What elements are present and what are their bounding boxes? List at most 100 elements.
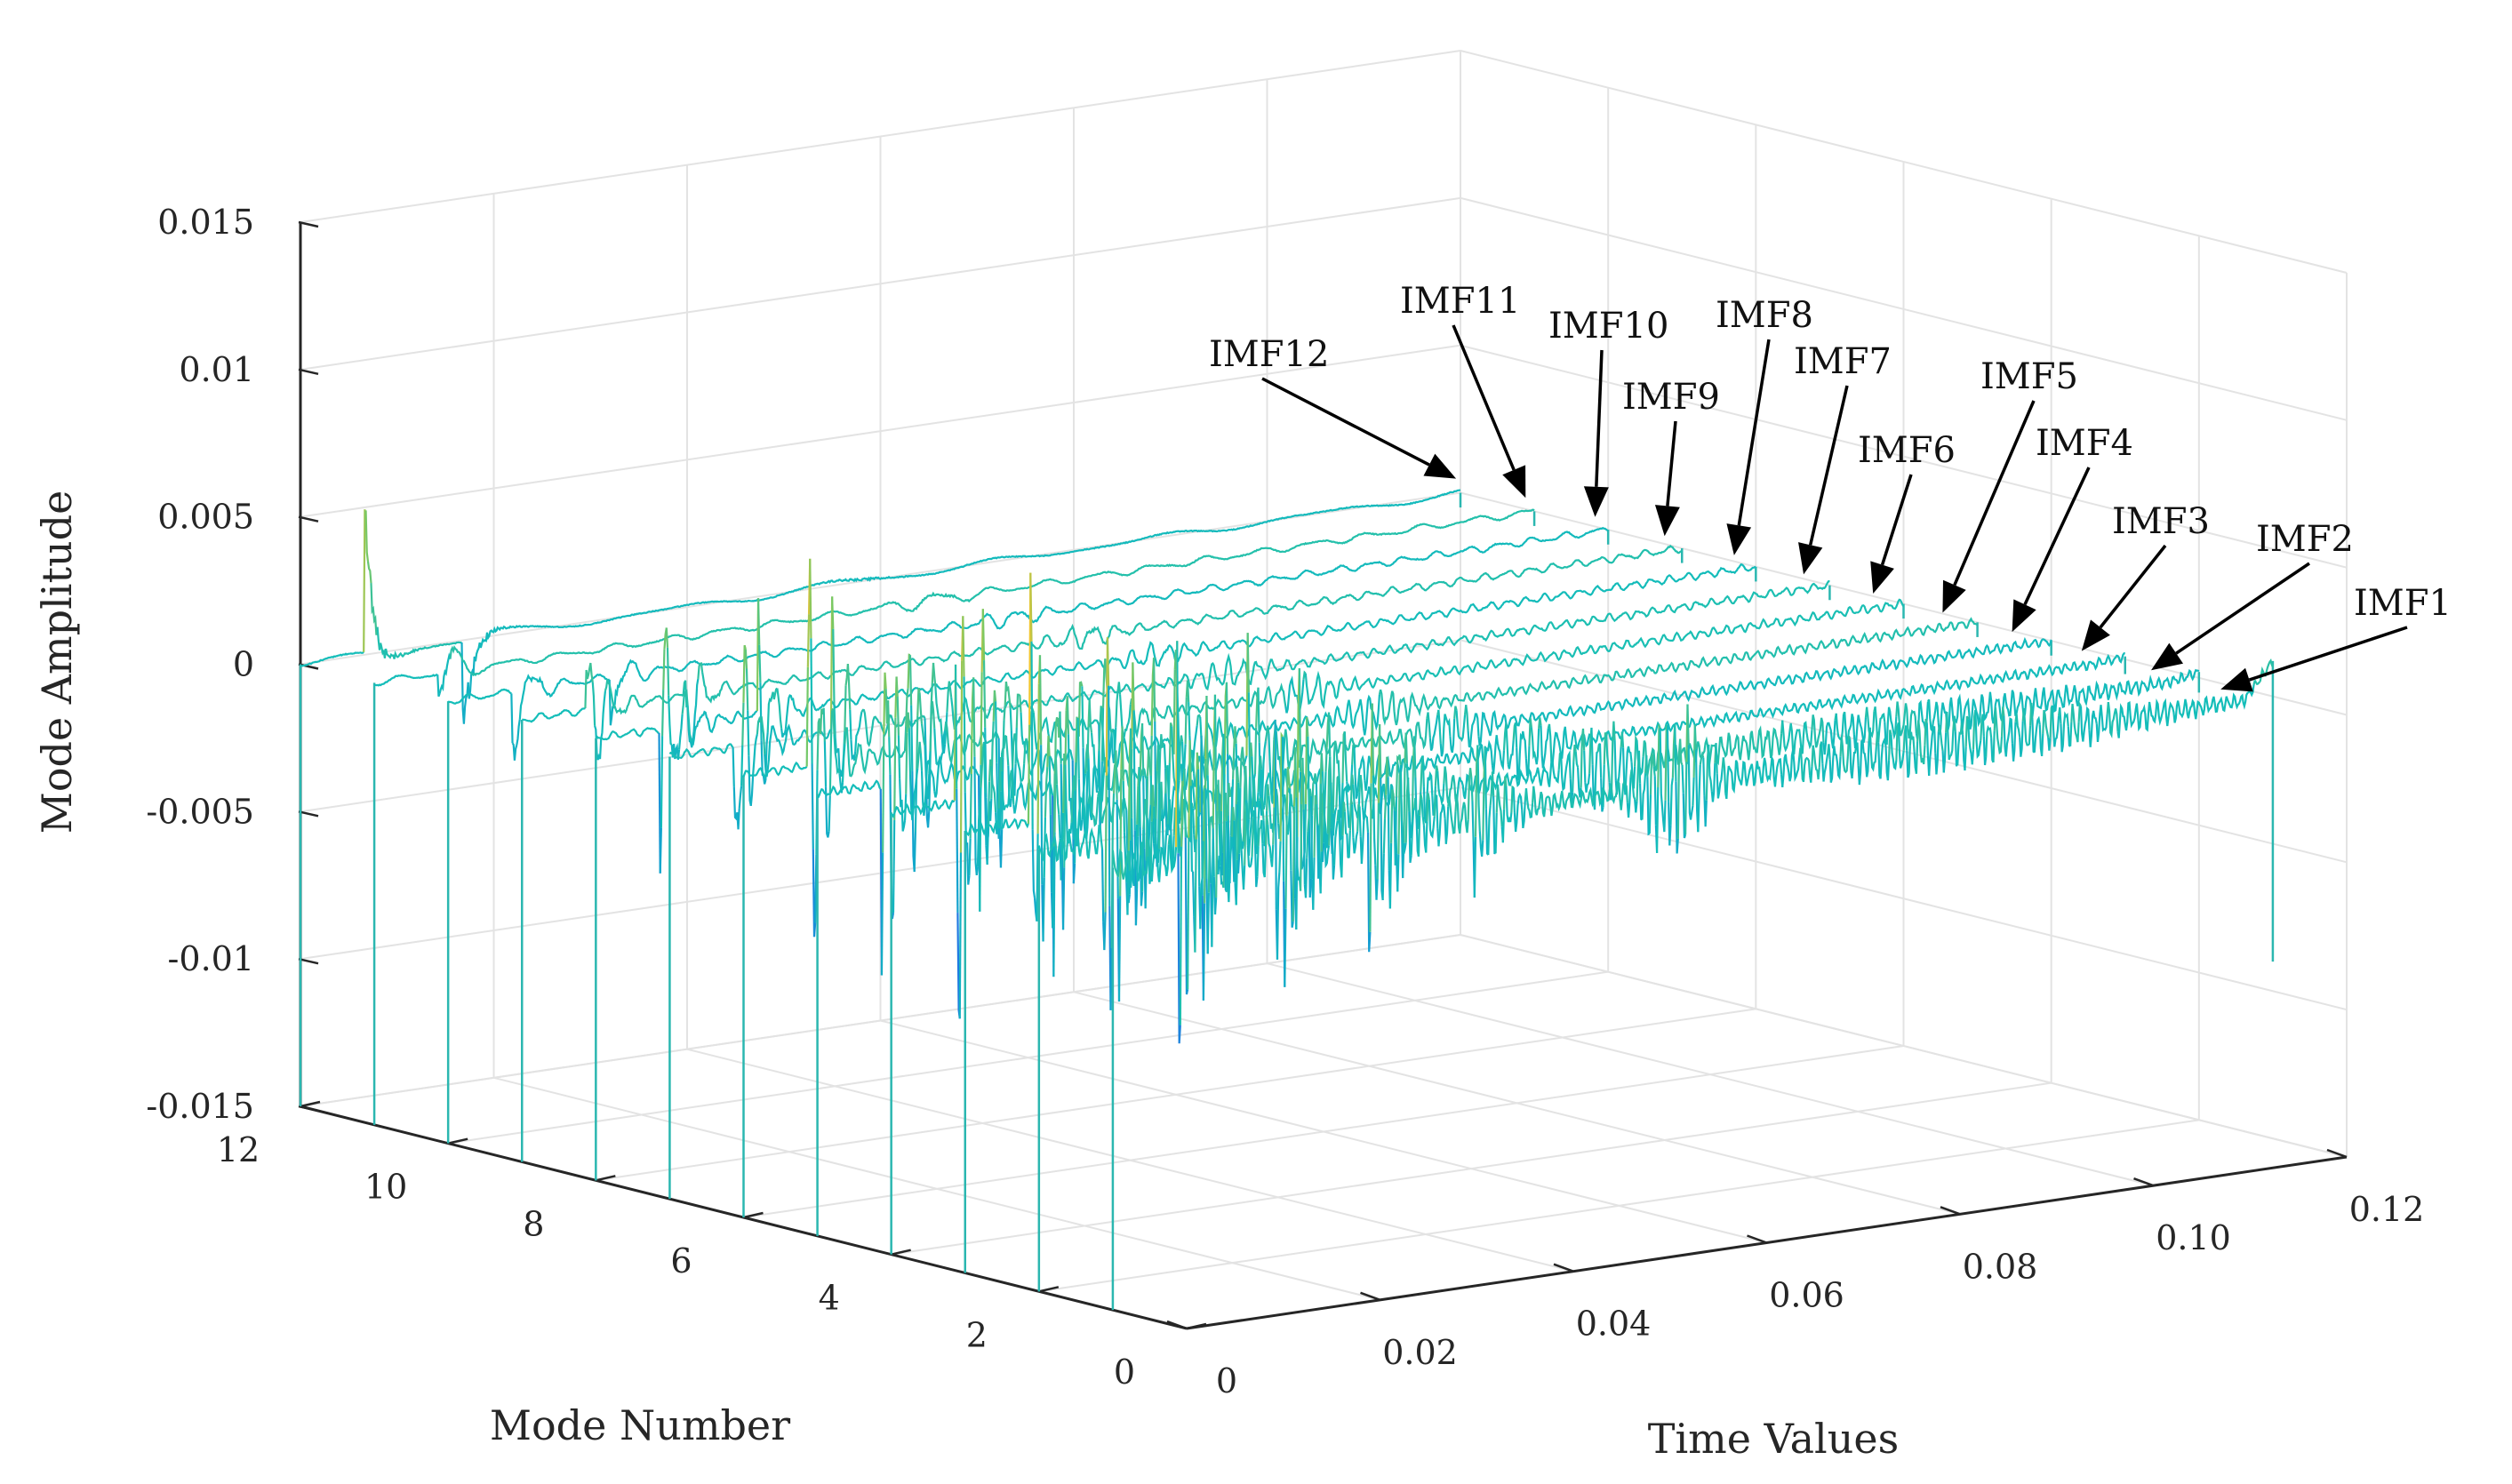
series-trace-segment (1108, 685, 1111, 906)
series-trace-segment (1348, 800, 1354, 831)
series-trace-segment (1675, 781, 1679, 854)
series-trace-segment (929, 701, 936, 752)
series-trace-segment (1061, 754, 1066, 813)
series-trace-segment (1052, 773, 1056, 847)
series-trace-segment (1168, 799, 1172, 826)
imf-label: IMF7 (1794, 341, 1892, 382)
arrow-shaft (2248, 626, 2408, 682)
series-trace-segment (1828, 759, 1832, 783)
time-tick-mark (1166, 1320, 1188, 1330)
series-trace-segment (1036, 683, 1040, 834)
series-trace-segment (1468, 713, 1480, 747)
arrow-head (1942, 579, 1966, 613)
series-trace-segment (1985, 724, 1993, 758)
series-trace-segment (1354, 777, 1359, 799)
series-trace-segment (1172, 835, 1175, 868)
series-trace-segment (862, 708, 926, 747)
series-trace-segment (601, 690, 607, 733)
series-trace-segment (1512, 787, 1516, 813)
series-trace-segment (1583, 750, 1587, 783)
series-trace-segment (963, 676, 966, 793)
series-trace-segment (892, 820, 896, 914)
series-trace-segment (1356, 754, 1366, 794)
series-trace-segment (1455, 710, 1467, 743)
series-trace-segment (973, 756, 980, 876)
series-trace-segment (1199, 716, 1203, 738)
series-trace-segment (1260, 819, 1264, 844)
series-trace-segment (1304, 858, 1308, 898)
series-trace-segment (990, 765, 997, 813)
series-trace-segment (1194, 748, 1248, 787)
series-trace-segment (2053, 715, 2060, 747)
series-trace-segment (1150, 849, 1160, 882)
series-trace-segment (1634, 734, 1638, 767)
series-trace-segment (998, 791, 1003, 829)
z-tick-label: -0.01 (168, 939, 254, 978)
series-trace-segment (366, 561, 372, 584)
series-trace-segment (883, 672, 887, 735)
annotation-imf7: IMF7 (1794, 341, 1892, 575)
series-trace-segment (1366, 832, 1372, 953)
series-trace-segment (1129, 728, 1133, 818)
time-tick-label: 0.10 (2156, 1218, 2231, 1257)
mode-tick-label: 6 (670, 1241, 692, 1281)
series-trace-segment (1559, 750, 1572, 792)
tick-labels: -0.015 -0.01 -0.005 0 0.005 0.01 0.015 0 2 4 6 8 10 1… (146, 203, 2424, 1400)
series-trace-segment (1067, 734, 1072, 802)
imf-label: IMF12 (1209, 334, 1329, 375)
series-trace-segment (1225, 682, 1229, 754)
floor-grid-line (743, 1045, 1904, 1218)
series-trace-segment (1011, 733, 1017, 769)
series-trace-segment (1181, 741, 1185, 773)
series-trace-segment (613, 526, 1609, 706)
series-trace-segment (1935, 731, 1940, 775)
series-trace-segment (850, 739, 857, 761)
series-trace-segment (962, 616, 965, 677)
imf-label: IMF10 (1548, 306, 1668, 347)
series-trace-segment (920, 723, 926, 746)
series-trace-segment (810, 638, 813, 764)
series-trace-segment (1212, 828, 1215, 877)
series-trace-segment (595, 727, 660, 741)
series-trace-segment (1196, 769, 1201, 887)
series-trace-segment (760, 716, 766, 755)
series-trace-segment (1938, 668, 2200, 735)
series-trace-segment (1448, 796, 1457, 834)
series-trace-segment (1436, 794, 1439, 829)
series-trace-segment (1427, 712, 1431, 738)
series-trace-segment (849, 709, 852, 740)
series-trace-segment (662, 649, 666, 690)
series-trace-segment (766, 696, 773, 733)
series-trace-segment (1184, 697, 1188, 745)
series-trace-segment (1358, 806, 1362, 837)
z-tick-mark (298, 220, 319, 228)
z-tick-label: 0.01 (179, 350, 254, 389)
series-trace-segment (1257, 755, 1263, 793)
series-trace-segment (805, 666, 809, 767)
arrow-head (1423, 453, 1457, 479)
series-trace-segment (1077, 681, 1084, 737)
series-trace-segment (1340, 835, 1344, 878)
series-trace-segment (1132, 662, 1135, 711)
back-wall-grid-line (300, 196, 1461, 371)
series-trace-segment (1410, 807, 1416, 856)
series-trace-segment (1420, 799, 1425, 826)
series-trace-segment (2043, 709, 2050, 738)
series-trace-segment (854, 711, 863, 752)
series-trace-segment (1222, 820, 1226, 888)
series-trace-segment (1015, 693, 1022, 729)
z-tick-label: -0.005 (146, 792, 254, 831)
series-trace-segment (1256, 792, 1260, 808)
series-trace-segment (1281, 737, 1285, 882)
series-trace-segment (1253, 727, 1258, 775)
series-trace-segment (756, 715, 763, 735)
series-trace-segment (1408, 811, 1412, 863)
series-trace-segment (468, 656, 477, 699)
series-trace-segment (784, 562, 1756, 730)
series-trace-segment (1382, 818, 1387, 854)
series-trace-segment (1576, 767, 1582, 798)
series-trace-segment (950, 579, 1830, 730)
series-trace-segment (916, 688, 921, 716)
imf-label: IMF8 (1716, 295, 1813, 336)
series-trace-segment (1383, 794, 1388, 819)
